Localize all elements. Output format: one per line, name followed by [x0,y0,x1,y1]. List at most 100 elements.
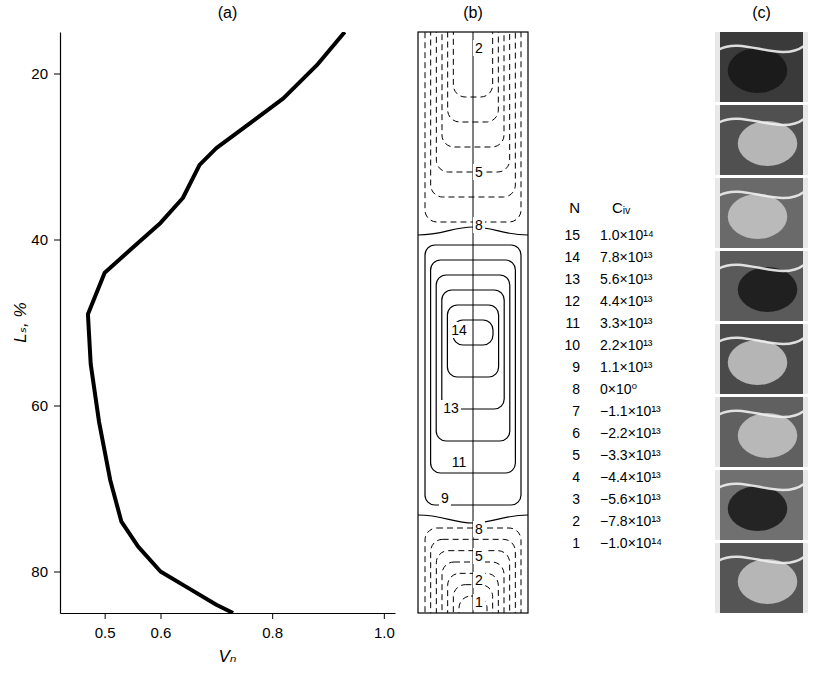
photo-background [715,397,808,467]
photo-wall [803,470,808,540]
contour-label: 2 [475,572,483,588]
photo-blob [728,48,788,93]
photo-wall [715,397,720,467]
label-patch [473,548,485,564]
photo-streak [719,484,804,490]
photo-wall [715,178,720,248]
photo-background [715,543,808,613]
contour-label: 11 [452,454,467,470]
photo-streak [719,265,804,271]
label-patch [473,217,485,233]
level-value: 7.8×10¹³ [600,249,653,265]
x-tick: 0.8 [262,613,283,641]
photo-blob [738,413,798,458]
level-value: 2.2×10¹³ [600,337,653,353]
level-value: 4.4×10¹³ [600,293,653,309]
photo-frame [715,397,808,467]
level-number: 4 [572,469,580,485]
photo-wall [803,105,808,175]
x-axis-title: Vₙ [218,647,236,666]
y-tick-mark [54,572,60,573]
contour-label: 5 [475,164,483,180]
panel-title: (c) [752,4,771,21]
y-axis-line [60,33,61,614]
figure: (a)0.50.60.81.020406080VₙLₛ, %(b)2581413… [0,0,813,684]
photo-wall [803,397,808,467]
contour-label: 5 [475,548,483,564]
level-number: 14 [564,249,580,265]
photo-wall [715,470,720,540]
contour-area [418,32,528,613]
photo-wall [803,178,808,248]
level-number: 15 [564,227,580,243]
label-patch [473,40,485,56]
y-tick-mark [54,240,60,241]
photo-frame [715,251,808,321]
contour-label: 8 [475,521,483,537]
level-value: 1.1×10¹³ [600,359,653,375]
x-tick-mark [161,613,162,619]
y-tick: 40 [31,231,60,248]
level-value: 3.3×10¹³ [600,315,653,331]
contour-label: 14 [451,322,467,338]
level-value: −7.8×10¹³ [600,513,661,529]
data-line [88,32,345,613]
contour-label: 1 [475,594,483,610]
x-tick-mark [272,613,273,619]
photo-blob [728,194,788,239]
photo-streak [719,557,804,563]
y-tick: 60 [31,397,60,414]
level-table: NCᵢᵥ151.0×10¹⁴147.8×10¹³135.6×10¹³124.4×… [564,199,662,551]
panel-b: (b)25814131198521NCᵢᵥ151.0×10¹⁴147.8×10¹… [418,4,662,633]
table-header: Cᵢᵥ [612,199,630,216]
level-value: −5.6×10¹³ [600,491,661,507]
photo-wall [715,32,720,102]
x-tick: 1.0 [374,613,395,641]
panel-title: (b) [463,4,483,21]
photo-streak [719,46,804,52]
photo-frame [715,178,808,248]
x-axis: 0.5 0.6 0.8 1.0 [61,613,396,641]
photo-streak [719,119,804,125]
level-value: 0×10⁰ [600,381,638,397]
level-number: 5 [572,447,580,463]
y-tick-label: 60 [31,397,48,414]
x-tick-mark [384,613,385,619]
label-patch [449,454,469,470]
photo-frame [715,543,808,613]
level-number: 3 [572,491,580,507]
photo-wall [803,251,808,321]
y-axis-title: Lₛ, % [11,302,30,342]
photo-blob [728,486,788,531]
photo-wall [715,105,720,175]
photo-blob [738,121,798,166]
level-number: 13 [564,271,580,287]
contour-line [431,539,516,613]
photo-streak [719,338,804,344]
level-value: −2.2×10¹³ [600,425,661,441]
level-number: 12 [564,293,580,309]
level-number: 7 [572,403,580,419]
label-patch [449,322,469,338]
y-tick-label: 40 [31,231,48,248]
photo-wall [803,543,808,613]
y-tick-label: 20 [31,65,48,82]
photo-blob [738,267,798,312]
label-patch [441,400,461,416]
x-tick-label: 0.6 [151,624,172,641]
photo-background [715,470,808,540]
label-patch [473,521,485,537]
label-patch [473,164,485,180]
photo-background [715,178,808,248]
panel-a: (a)0.50.60.81.020406080VₙLₛ, % [11,4,396,666]
photo-background [715,324,808,394]
level-number: 6 [572,425,580,441]
contour-label: 2 [475,40,483,56]
label-patch [473,572,485,588]
photo-wall [715,543,720,613]
contour-label: 13 [443,400,459,416]
x-tick-label: 0.8 [262,624,283,641]
photo-background [715,105,808,175]
y-tick: 80 [31,563,60,580]
x-tick: 0.5 [95,613,116,641]
